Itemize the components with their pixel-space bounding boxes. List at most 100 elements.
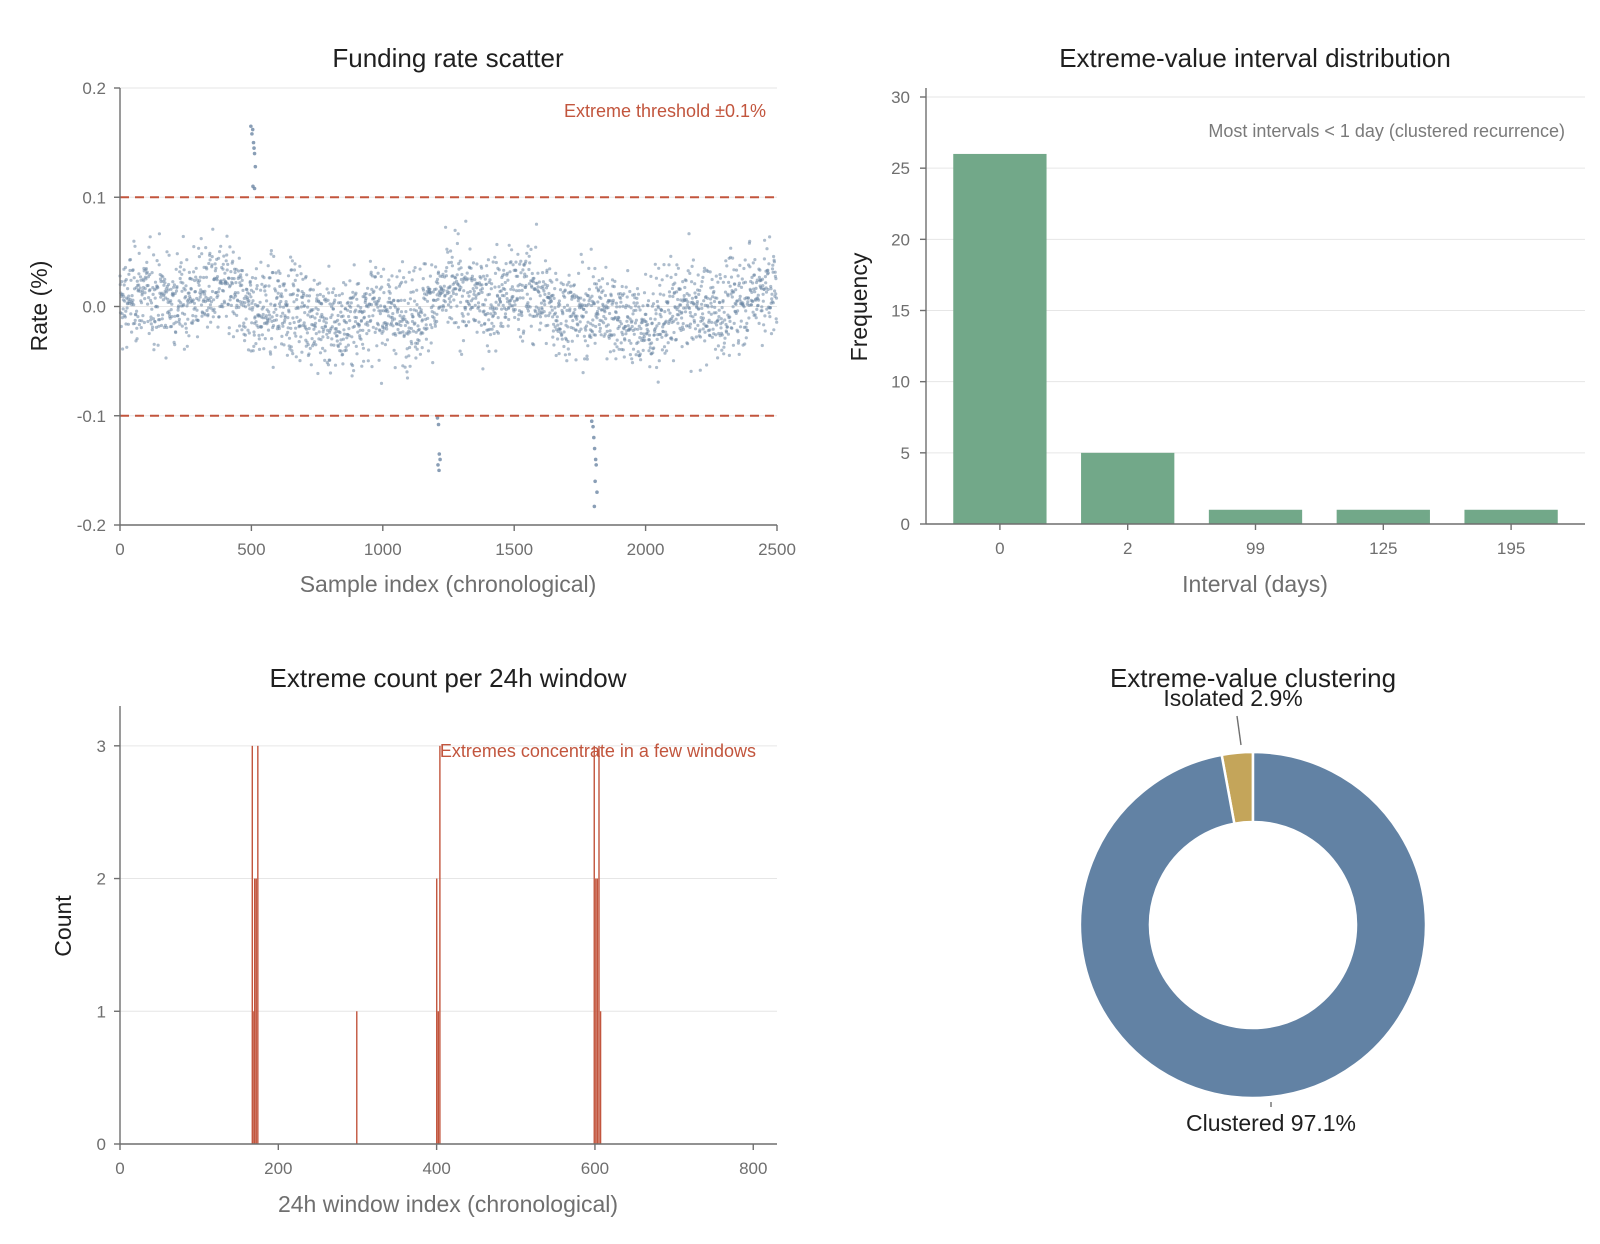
- scatter-point: [166, 288, 170, 292]
- scatter-x-tick-label: 2000: [627, 540, 665, 559]
- scatter-point: [518, 296, 522, 300]
- scatter-point: [349, 301, 353, 305]
- scatter-point: [385, 322, 389, 326]
- scatter-point: [461, 314, 465, 318]
- scatter-point: [163, 281, 167, 285]
- scatter-point: [278, 305, 282, 309]
- scatter-point: [608, 329, 612, 333]
- scatter-point: [698, 335, 703, 339]
- scatter-point: [720, 333, 724, 337]
- scatter-point: [598, 326, 603, 330]
- scatter-point: [344, 345, 348, 349]
- scatter-point: [216, 294, 220, 298]
- scatter-point: [553, 287, 557, 291]
- scatter-point: [350, 335, 354, 339]
- scatter-point: [174, 267, 178, 271]
- scatter-point: [388, 285, 392, 289]
- scatter-point: [276, 279, 281, 283]
- scatter-point: [455, 304, 459, 308]
- scatter-point: [596, 300, 600, 304]
- scatter-point: [642, 291, 647, 295]
- scatter-point: [172, 285, 176, 289]
- scatter-point: [579, 252, 583, 256]
- scatter-point: [362, 359, 366, 363]
- scatter-point: [298, 318, 302, 322]
- scatter-point: [534, 245, 538, 249]
- scatter-point: [235, 313, 239, 317]
- scatter-point: [585, 354, 589, 358]
- scatter-point: [164, 290, 169, 294]
- scatter-point: [717, 315, 721, 319]
- scatter-point: [448, 284, 452, 288]
- scatter-point: [399, 310, 404, 314]
- scatter-point: [510, 304, 515, 308]
- scatter-point: [674, 272, 678, 277]
- scatter-point: [673, 281, 677, 285]
- scatter-point: [479, 276, 483, 280]
- scatter-point: [146, 283, 150, 288]
- scatter-point: [296, 306, 300, 310]
- scatter-point: [429, 341, 433, 345]
- scatter-point: [135, 279, 139, 283]
- scatter-point: [121, 347, 125, 351]
- scatter-point: [399, 298, 403, 302]
- scatter-point: [558, 303, 562, 307]
- scatter-point: [453, 228, 457, 232]
- interval-y-tick-label: 20: [891, 230, 910, 249]
- scatter-point: [257, 347, 262, 351]
- scatter-point: [350, 374, 354, 378]
- interval-y-tick-label: 30: [891, 88, 910, 107]
- scatter-point: [561, 312, 565, 316]
- scatter-point: [319, 338, 323, 342]
- scatter-point: [342, 332, 346, 336]
- scatter-point: [373, 300, 377, 304]
- scatter-point: [394, 352, 398, 356]
- scatter-point: [417, 339, 421, 343]
- scatter-point: [746, 300, 750, 304]
- scatter-point: [361, 346, 365, 350]
- scatter-point: [172, 283, 176, 287]
- scatter-point: [652, 333, 656, 337]
- scatter-point: [694, 295, 698, 300]
- donut-title: Extreme-value clustering: [1110, 663, 1396, 693]
- scatter-point: [587, 299, 591, 303]
- scatter-point: [768, 315, 772, 319]
- scatter-point: [366, 286, 370, 290]
- scatter-point: [748, 265, 752, 269]
- scatter-point: [311, 288, 315, 292]
- scatter-point: [550, 280, 554, 284]
- donut-slice-clustered: [1078, 750, 1428, 1100]
- scatter-point: [248, 279, 252, 284]
- scatter-point: [650, 304, 655, 308]
- scatter-point: [260, 325, 264, 329]
- scatter-extreme-point: [594, 463, 598, 467]
- scatter-point: [700, 306, 704, 310]
- scatter-point: [150, 328, 154, 332]
- scatter-point: [136, 315, 140, 319]
- scatter-point: [475, 286, 479, 290]
- scatter-point: [249, 283, 253, 287]
- scatter-point: [736, 341, 741, 345]
- scatter-point: [624, 285, 628, 289]
- scatter-point: [402, 333, 406, 337]
- scatter-point: [388, 291, 392, 295]
- scatter-point: [307, 326, 311, 331]
- scatter-point: [525, 251, 529, 255]
- scatter-point: [369, 303, 374, 307]
- scatter-point: [420, 311, 424, 315]
- scatter-extreme-point: [437, 452, 442, 456]
- scatter-point: [558, 327, 562, 331]
- scatter-point: [761, 284, 765, 288]
- scatter-point: [451, 291, 456, 296]
- scatter-point: [602, 321, 606, 325]
- scatter-point: [240, 328, 244, 332]
- scatter-point: [324, 321, 328, 325]
- scatter-point: [306, 343, 310, 347]
- scatter-point: [537, 290, 541, 294]
- scatter-point: [169, 299, 173, 303]
- scatter-point: [184, 330, 189, 334]
- scatter-point: [716, 356, 720, 360]
- scatter-point: [669, 275, 673, 279]
- scatter-point: [639, 331, 643, 335]
- scatter-point: [411, 315, 415, 319]
